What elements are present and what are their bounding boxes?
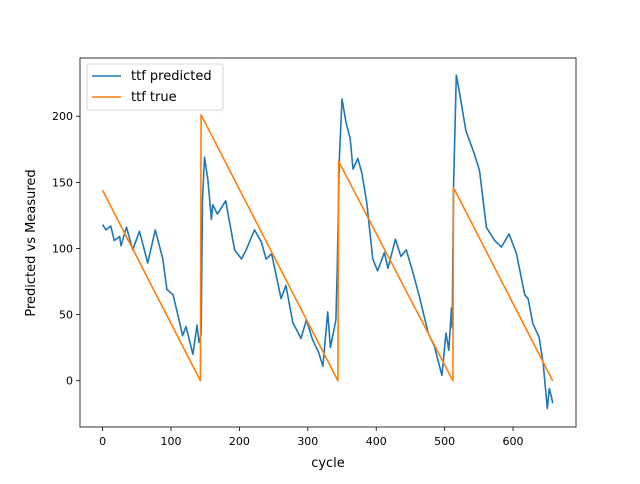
x-tick-label: 100 [160, 435, 181, 448]
y-axis-ticks: 0 50 100 150 200 [52, 110, 80, 388]
x-tick-label: 0 [99, 435, 106, 448]
legend-label-ttf-predicted: ttf predicted [131, 69, 212, 84]
series-line-ttf-predicted [101, 74, 554, 410]
y-tick-label: 50 [59, 309, 73, 322]
y-axis-label: Predicted vs Measured [24, 169, 39, 316]
plot-frame [79, 57, 577, 428]
x-tick-label: 500 [434, 435, 455, 448]
x-tick-label: 200 [229, 435, 250, 448]
x-tick-label: 300 [297, 435, 318, 448]
x-axis-ticks: 0 100 200 300 400 500 600 [99, 427, 524, 448]
y-tick-label: 150 [52, 176, 73, 189]
legend-label-ttf-true: ttf true [131, 90, 177, 105]
plot-lines [101, 74, 554, 410]
series-line-ttf-true [101, 114, 554, 382]
y-tick-label: 0 [66, 375, 73, 388]
legend: ttf predicted ttf true [86, 63, 224, 111]
y-tick-label: 200 [52, 110, 73, 123]
x-tick-label: 400 [366, 435, 387, 448]
x-tick-label: 600 [503, 435, 524, 448]
x-axis-label: cycle [311, 456, 345, 471]
y-tick-label: 100 [52, 242, 73, 255]
